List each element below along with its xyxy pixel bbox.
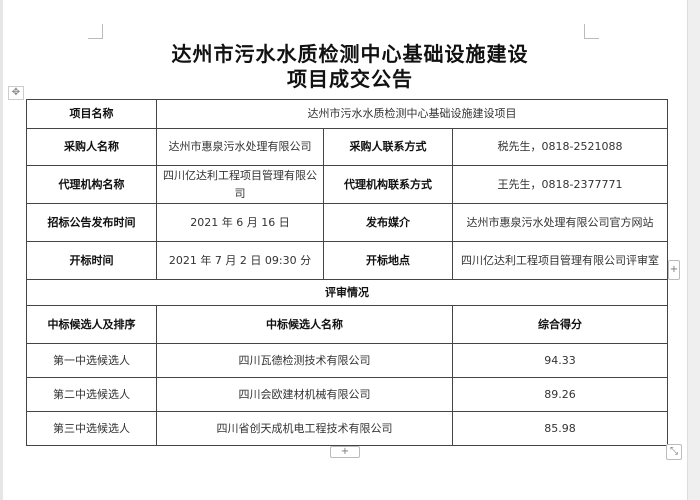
table-row: 第三中选候选人 四川省创天成机电工程技术有限公司 85.98 (26, 411, 669, 446)
table-move-handle-icon[interactable]: ✥ (8, 86, 24, 100)
agency-contact: 王先生，0818-2377771 (451, 165, 669, 204)
candidate-score: 89.26 (451, 377, 669, 412)
header-candidate-name: 中标候选人名称 (156, 305, 453, 344)
table-row: 第一中选候选人 四川瓦德检测技术有限公司 94.33 (26, 343, 669, 378)
purchaser: 达州市惠泉污水处理有限公司 (156, 128, 324, 166)
review-heading: 评审情况 (25, 279, 669, 306)
notice-date-label: 招标公告发布时间 (26, 203, 157, 242)
margin-corner-mark (584, 24, 599, 39)
margin-corner-mark (88, 24, 103, 39)
vertical-scrollbar[interactable] (687, 0, 700, 500)
candidate-score: 94.33 (451, 343, 669, 378)
doc-title-line2: 项目成交公告 (287, 67, 413, 91)
agency-label: 代理机构名称 (26, 165, 157, 204)
purchaser-contact-label: 采购人联系方式 (323, 128, 453, 166)
candidate-rank: 第二中选候选人 (26, 377, 157, 412)
candidate-name: 四川会欧建材机械有限公司 (156, 377, 453, 412)
table-resize-handle-icon[interactable]: ⤡ (666, 444, 682, 460)
media-label: 发布媒介 (323, 203, 453, 242)
header-score: 综合得分 (451, 305, 669, 344)
announcement-table: 项目名称 达州市污水水质检测中心基础设施建设项目 采购人名称 达州市惠泉污水处理… (25, 99, 669, 446)
header-rank: 中标候选人及排序 (26, 305, 157, 344)
add-row-button[interactable]: + (330, 446, 360, 458)
open-place: 四川亿达利工程项目管理有限公司评审室 (451, 241, 669, 280)
page-edge (0, 0, 3, 500)
doc-title-line1: 达州市污水水质检测中心基础设施建设 (171, 42, 529, 66)
add-column-button[interactable]: + (668, 260, 680, 280)
open-time-label: 开标时间 (26, 241, 157, 280)
project-name-label: 项目名称 (26, 99, 157, 129)
open-place-label: 开标地点 (323, 241, 453, 280)
candidate-name: 四川省创天成机电工程技术有限公司 (156, 411, 453, 446)
candidate-name: 四川瓦德检测技术有限公司 (156, 343, 453, 378)
table-row: 第二中选候选人 四川会欧建材机械有限公司 89.26 (26, 377, 669, 412)
candidate-rank: 第三中选候选人 (26, 411, 157, 446)
candidate-rank: 第一中选候选人 (26, 343, 157, 378)
media: 达州市惠泉污水处理有限公司官方网站 (451, 203, 669, 242)
project-name: 达州市污水水质检测中心基础设施建设项目 (155, 99, 669, 129)
open-time: 2021 年 7 月 2 日 09:30 分 (156, 241, 324, 280)
purchaser-label: 采购人名称 (26, 128, 157, 166)
candidate-score: 85.98 (451, 411, 669, 446)
agency: 四川亿达利工程项目管理有限公司 (156, 165, 324, 204)
agency-contact-label: 代理机构联系方式 (323, 165, 453, 204)
notice-date: 2021 年 6 月 16 日 (156, 203, 324, 242)
purchaser-contact: 税先生，0818-2521088 (451, 128, 669, 166)
